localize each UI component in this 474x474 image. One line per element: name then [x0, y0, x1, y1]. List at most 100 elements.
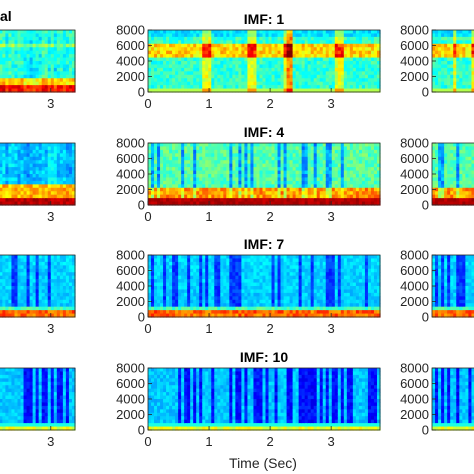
heatmap-cell — [349, 163, 354, 168]
heatmap-cell — [211, 194, 215, 199]
heatmap-cell — [370, 50, 375, 55]
heatmap-cell — [166, 50, 170, 55]
heatmap-cell — [253, 61, 258, 66]
heatmap-cell — [367, 71, 372, 76]
heatmap-cell — [271, 33, 276, 38]
heatmap-cell — [238, 177, 242, 182]
heatmap-cell — [56, 153, 61, 158]
heatmap-cell — [465, 194, 470, 199]
heatmap-cell — [229, 187, 233, 192]
heatmap-cell — [304, 156, 309, 161]
heatmap-cell — [169, 54, 173, 59]
heatmap-cell — [11, 180, 16, 185]
heatmap-cell — [223, 201, 227, 206]
heatmap-cell — [29, 167, 34, 172]
heatmap-cell — [322, 153, 327, 158]
heatmap-cell — [286, 174, 291, 179]
heatmap-cell — [444, 74, 448, 79]
heatmap-cell — [235, 149, 239, 154]
heatmap-cell — [65, 67, 70, 72]
heatmap-cell — [250, 30, 255, 35]
heatmap-cell — [157, 163, 161, 168]
heatmap-cell — [250, 163, 255, 168]
heatmap-cell — [35, 85, 40, 90]
heatmap-cell — [178, 67, 182, 72]
heatmap-cell — [196, 30, 200, 35]
heatmap-cell — [166, 57, 170, 62]
heatmap-cell — [358, 146, 363, 151]
heatmap-cell — [226, 167, 230, 172]
heatmap-cell — [71, 74, 76, 79]
heatmap-cell — [370, 170, 375, 175]
heatmap-cell — [41, 54, 46, 59]
heatmap-cell — [62, 187, 67, 192]
heatmap-cell — [376, 40, 381, 45]
heatmap-cell — [17, 149, 22, 154]
heatmap-cell — [462, 40, 466, 45]
heatmap-cell — [262, 33, 267, 38]
heatmap-cell — [370, 43, 375, 48]
heatmap-cell — [244, 143, 249, 148]
heatmap-cell — [268, 30, 273, 35]
heatmap-cell — [32, 47, 37, 52]
heatmap-cell — [295, 57, 300, 62]
heatmap-cell — [268, 143, 273, 148]
heatmap-cell — [456, 43, 460, 48]
heatmap-cell — [244, 174, 249, 179]
heatmap-cell — [17, 156, 22, 161]
heatmap-cell — [262, 149, 267, 154]
heatmap-cell — [35, 50, 40, 55]
heatmap-cell — [316, 191, 321, 196]
heatmap-cell — [38, 61, 43, 66]
heatmap-cell — [355, 47, 360, 52]
heatmap-cell — [373, 201, 378, 206]
heatmap-cell — [334, 187, 339, 192]
heatmap-cell — [202, 177, 206, 182]
heatmap-cell — [253, 143, 258, 148]
heatmap-cell — [343, 153, 348, 158]
heatmap-cell — [435, 33, 439, 38]
heatmap-cell — [151, 64, 155, 69]
heatmap-cell — [190, 170, 194, 175]
heatmap-cell — [193, 64, 197, 69]
heatmap-cell — [331, 198, 336, 203]
heatmap-cell — [295, 184, 300, 189]
heatmap-cell — [44, 160, 49, 165]
heatmap-cell — [328, 149, 333, 154]
heatmap-cell — [316, 85, 321, 90]
heatmap-cell — [166, 30, 170, 35]
heatmap-cell — [373, 61, 378, 66]
heatmap-cell — [471, 184, 474, 189]
heatmap-cell — [313, 33, 318, 38]
heatmap-cell — [29, 43, 34, 48]
heatmap-cell — [271, 50, 276, 55]
heatmap-cell — [26, 187, 31, 192]
heatmap-cell — [298, 30, 303, 35]
heatmap-cell — [256, 71, 261, 76]
heatmap-cell — [172, 78, 176, 83]
heatmap-cell — [169, 153, 173, 158]
heatmap-cell — [444, 54, 448, 59]
heatmap-cell — [292, 88, 297, 93]
heatmap-cell — [456, 156, 460, 161]
heatmap-cell — [331, 43, 336, 48]
heatmap-cell — [172, 61, 176, 66]
heatmap-cell — [41, 177, 46, 182]
heatmap-cell — [319, 194, 324, 199]
heatmap-cell — [340, 47, 345, 52]
heatmap-cell — [256, 81, 261, 86]
heatmap-cell — [148, 194, 152, 199]
heatmap-cell — [235, 81, 239, 86]
heatmap-cell — [199, 201, 203, 206]
heatmap-cell — [151, 163, 155, 168]
heatmap-cell — [59, 160, 64, 165]
heatmap-cell — [20, 163, 25, 168]
heatmap-cell — [151, 187, 155, 192]
heatmap-cell — [280, 149, 285, 154]
heatmap-cell — [163, 78, 167, 83]
heatmap-cell — [160, 160, 164, 165]
heatmap-cell — [50, 33, 55, 38]
heatmap-cell — [187, 40, 191, 45]
heatmap-cell — [435, 67, 439, 72]
heatmap-cell — [277, 180, 282, 185]
